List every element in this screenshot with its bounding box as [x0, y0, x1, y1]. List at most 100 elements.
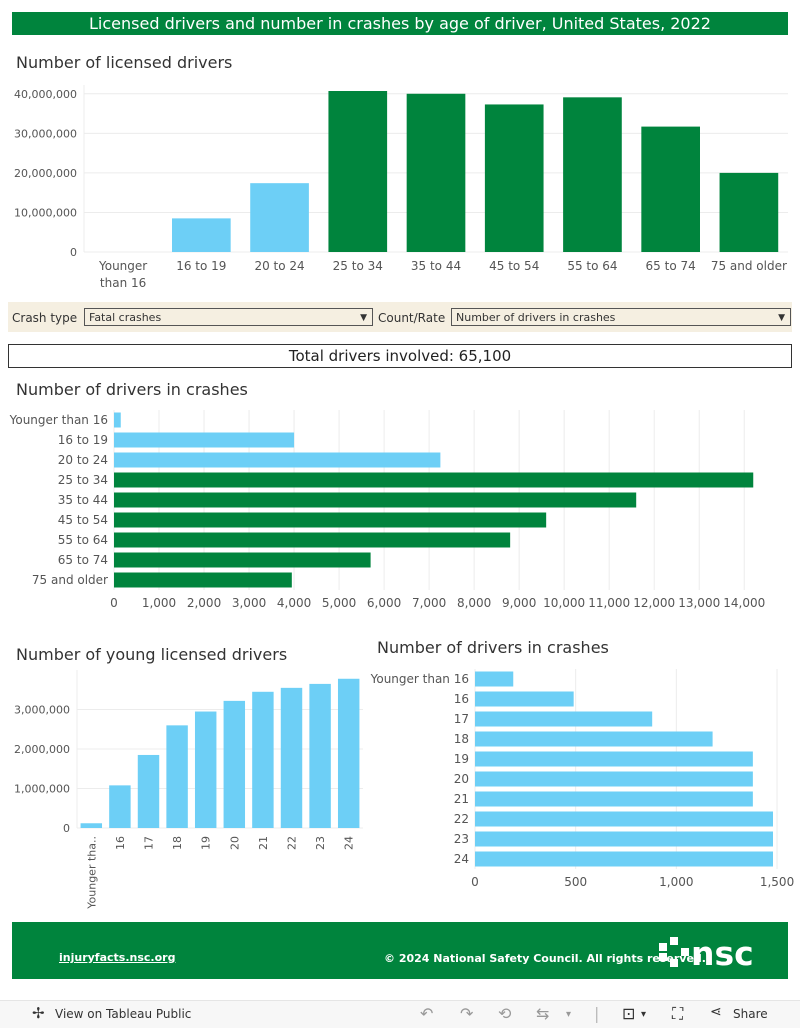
- x-tick-label: 1,500: [760, 875, 794, 889]
- y-tick-label: 23: [454, 832, 469, 846]
- bar-55-to-64: [114, 532, 511, 548]
- x-tick-label: 10,000: [543, 596, 585, 610]
- y-tick-label: 21: [454, 792, 469, 806]
- bar-20: [475, 771, 753, 787]
- bar-younger-tha: [80, 823, 103, 828]
- nsc-logo-icon: nsc: [659, 934, 754, 970]
- x-tick-label: 14,000: [723, 596, 765, 610]
- x-tick-label: than 16: [100, 276, 146, 290]
- crash-type-select[interactable]: Fatal crashes ▼: [84, 308, 373, 326]
- x-tick-label: 0: [110, 596, 118, 610]
- x-tick-label: 1,000: [142, 596, 176, 610]
- bar-17: [475, 711, 653, 727]
- refresh-icon[interactable]: ⇆: [536, 1004, 550, 1023]
- licensed-drivers-chart[interactable]: 0 10,000,000 20,000,000 30,000,000 40,000,00…: [0, 80, 800, 295]
- undo-icon[interactable]: ↶: [420, 1004, 434, 1023]
- bar-65-to-74: [114, 552, 371, 568]
- y-tick-label: 0: [63, 822, 70, 835]
- y-tick-label: 75 and older: [32, 573, 108, 587]
- x-tick-label: 21: [257, 836, 270, 850]
- bar-23: [475, 831, 773, 847]
- bar-18: [166, 725, 188, 828]
- y-tick-label: 45 to 54: [58, 513, 108, 527]
- bar-20-to-24: [250, 183, 309, 252]
- revert-icon[interactable]: ⟲: [498, 1004, 512, 1023]
- bar-65-to-74: [641, 126, 700, 252]
- x-tick-label: 18: [171, 836, 184, 850]
- bar-16: [109, 785, 131, 828]
- redo-icon[interactable]: ↷: [460, 1004, 474, 1023]
- x-tick-label: 23: [314, 836, 327, 850]
- y-tick-label: Younger than 16: [9, 413, 108, 427]
- count-rate-select[interactable]: Number of drivers in crashes ▼: [451, 308, 791, 326]
- x-tick-label: 45 to 54: [489, 259, 539, 273]
- bar-16-to-19: [114, 432, 295, 448]
- y-tick-label: 24: [454, 852, 469, 866]
- footer-banner: injuryfacts.nsc.org © 2024 National Safe…: [12, 922, 788, 979]
- bar-21: [475, 791, 753, 807]
- bar-45-to-54: [114, 512, 547, 528]
- x-tick-label: 0: [471, 875, 479, 889]
- view-on-tableau-link[interactable]: View on Tableau Public: [55, 1007, 192, 1021]
- y-tick-label: 25 to 34: [58, 473, 108, 487]
- drivers-in-crashes-chart[interactable]: 0 1,000 2,000 3,000 4,000 5,000 6,000 7,000 8,00…: [0, 405, 800, 620]
- download-icon[interactable]: ⊡: [622, 1004, 636, 1023]
- y-tick-label: 10,000,000: [14, 206, 77, 219]
- bar-17: [137, 754, 160, 828]
- y-tick-label: 40,000,000: [14, 88, 77, 101]
- y-tick-label: 35 to 44: [58, 493, 108, 507]
- y-tick-label: 2,000,000: [14, 743, 70, 756]
- x-tick-label: 5,000: [322, 596, 356, 610]
- young-licensed-drivers-chart[interactable]: 0 1,000,000 2,000,000 3,000,000 Younger tha.…: [0, 668, 370, 913]
- dashboard-title: Licensed drivers and number in crashes b…: [12, 12, 788, 35]
- y-tick-label: 20 to 24: [58, 453, 108, 467]
- filter-bar: Crash type Fatal crashes ▼ Count/Rate Nu…: [8, 302, 792, 332]
- x-tick-label: 17: [143, 836, 156, 850]
- x-tick-label: 7,000: [412, 596, 446, 610]
- chevron-down-icon: ▼: [360, 313, 367, 323]
- bar-21: [252, 691, 274, 828]
- y-tick-label: 19: [454, 752, 469, 766]
- y-tick-label: 22: [454, 812, 469, 826]
- y-tick-label: 18: [454, 732, 469, 746]
- x-tick-label: 75 and older: [711, 259, 787, 273]
- count-rate-value: Number of drivers in crashes: [456, 311, 616, 324]
- y-tick-label: 0: [70, 246, 77, 259]
- y-tick-label: 55 to 64: [58, 533, 108, 547]
- bar-75-and-older: [114, 572, 292, 588]
- x-tick-label: 11,000: [588, 596, 630, 610]
- fullscreen-icon[interactable]: ⛶: [672, 1004, 684, 1023]
- x-tick-label: 24: [343, 836, 356, 850]
- bar-35-to-44: [406, 93, 466, 252]
- chevron-down-icon[interactable]: ▾: [641, 1009, 647, 1020]
- chevron-down-icon[interactable]: ▾: [566, 1009, 572, 1020]
- bar-45-to-54: [484, 104, 544, 252]
- share-button[interactable]: Share: [733, 1007, 768, 1021]
- x-tick-label: 9,000: [502, 596, 536, 610]
- total-drivers-box: Total drivers involved: 65,100: [8, 344, 792, 368]
- share-icon[interactable]: ⋖: [710, 1004, 722, 1020]
- crash-type-label: Crash type: [12, 311, 78, 325]
- young-licensed-chart-title: Number of young licensed drivers: [16, 645, 288, 664]
- bar-18: [475, 731, 713, 747]
- x-tick-label: Younger tha..: [85, 836, 98, 910]
- x-tick-label: 20: [228, 836, 241, 850]
- y-tick-label: Younger than 16: [370, 672, 469, 686]
- bar-75-and-older: [719, 172, 779, 252]
- y-tick-label: 3,000,000: [14, 704, 70, 717]
- bar-16-to-19: [172, 218, 231, 252]
- x-tick-label: 16 to 19: [176, 259, 226, 273]
- y-tick-label: 65 to 74: [58, 553, 108, 567]
- y-tick-label: 30,000,000: [14, 127, 77, 140]
- tableau-icon: ✢: [32, 1004, 45, 1022]
- x-tick-label: 55 to 64: [567, 259, 617, 273]
- bar-19: [194, 711, 217, 828]
- y-tick-label: 20,000,000: [14, 167, 77, 180]
- bar-20: [223, 700, 246, 828]
- injuryfacts-link[interactable]: injuryfacts.nsc.org: [59, 951, 176, 964]
- young-drivers-in-crashes-chart[interactable]: 0 500 1,000 1,500 Younger than 16 16 17 18 19 20 2…: [370, 664, 800, 899]
- crash-type-value: Fatal crashes: [89, 311, 162, 324]
- x-tick-label: 4,000: [277, 596, 311, 610]
- x-tick-label: 35 to 44: [411, 259, 461, 273]
- x-tick-label: 19: [200, 836, 213, 850]
